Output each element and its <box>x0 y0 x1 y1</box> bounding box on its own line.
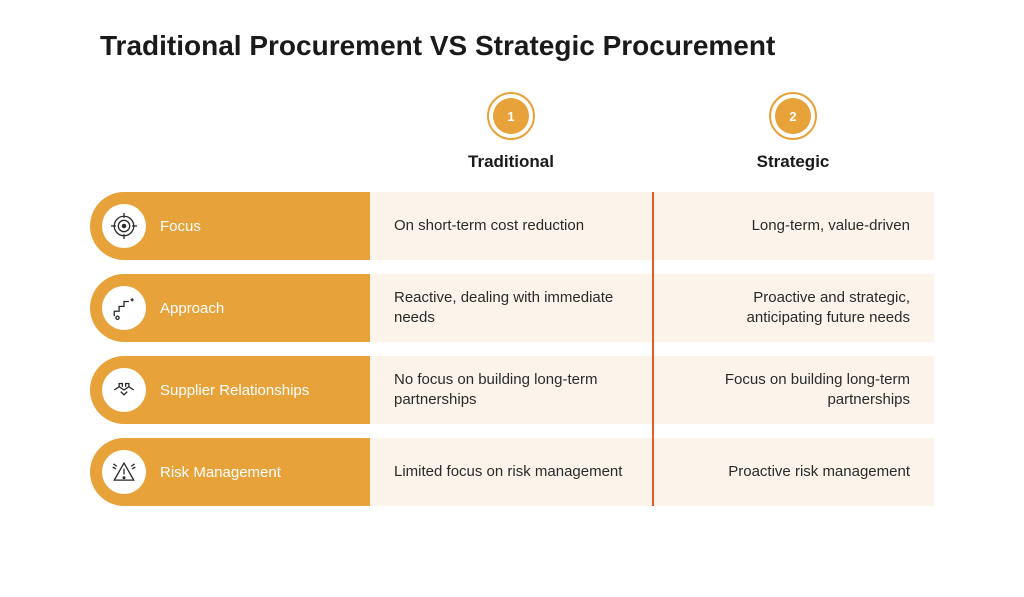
badge-2: 2 <box>775 98 811 134</box>
rows-wrapper: Focus On short-term cost reduction Long-… <box>90 192 934 506</box>
header-spacer <box>90 92 370 172</box>
cell-strategic: Proactive risk management <box>652 438 934 506</box>
page-title: Traditional Procurement VS Strategic Pro… <box>100 30 934 62</box>
cell-traditional: On short-term cost reduction <box>370 192 652 260</box>
vertical-divider <box>652 192 654 506</box>
column-label-traditional: Traditional <box>468 152 554 172</box>
badge-2-wrapper: 2 <box>769 92 817 140</box>
badge-1-wrapper: 1 <box>487 92 535 140</box>
row-label-risk: Risk Management <box>90 438 370 506</box>
table-row: Focus On short-term cost reduction Long-… <box>90 192 934 260</box>
row-label-approach: Approach <box>90 274 370 342</box>
row-label-text: Supplier Relationships <box>160 382 309 399</box>
handshake-icon <box>102 368 146 412</box>
warning-icon <box>102 450 146 494</box>
cell-traditional: No focus on building long-term partnersh… <box>370 356 652 424</box>
cell-strategic: Proactive and strategic, anticipating fu… <box>652 274 934 342</box>
cell-traditional: Limited focus on risk management <box>370 438 652 506</box>
row-label-text: Risk Management <box>160 464 281 481</box>
column-header-row: 1 Traditional 2 Strategic <box>90 92 934 172</box>
badge-1: 1 <box>493 98 529 134</box>
table-row: Risk Management Limited focus on risk ma… <box>90 438 934 506</box>
comparison-table: 1 Traditional 2 Strategic Focus On short… <box>90 92 934 506</box>
column-header-strategic: 2 Strategic <box>652 92 934 172</box>
row-label-supplier: Supplier Relationships <box>90 356 370 424</box>
cell-strategic: Long-term, value-driven <box>652 192 934 260</box>
table-row: Supplier Relationships No focus on build… <box>90 356 934 424</box>
cell-strategic: Focus on building long-term partnerships <box>652 356 934 424</box>
steps-icon <box>102 286 146 330</box>
table-row: Approach Reactive, dealing with immediat… <box>90 274 934 342</box>
target-icon <box>102 204 146 248</box>
column-header-traditional: 1 Traditional <box>370 92 652 172</box>
row-label-text: Approach <box>160 300 224 317</box>
row-label-text: Focus <box>160 218 201 235</box>
row-label-focus: Focus <box>90 192 370 260</box>
column-label-strategic: Strategic <box>757 152 830 172</box>
cell-traditional: Reactive, dealing with immediate needs <box>370 274 652 342</box>
